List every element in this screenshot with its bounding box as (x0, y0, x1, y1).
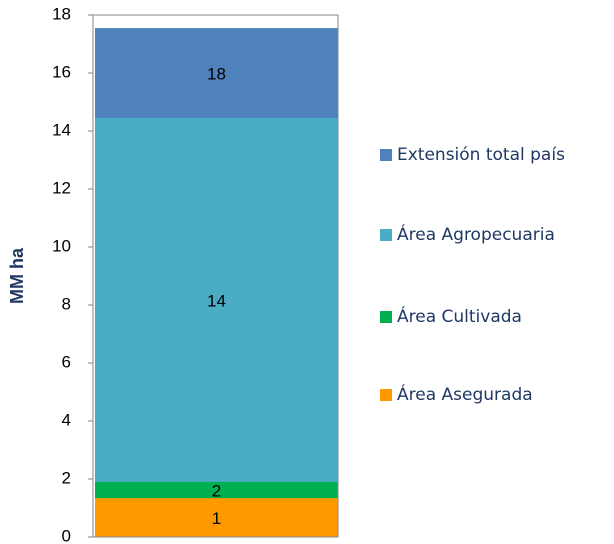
y-tick-label: 4 (62, 410, 71, 429)
legend-swatch (380, 389, 392, 401)
y-tick-label: 0 (62, 526, 71, 544)
legend-swatch (380, 311, 392, 323)
legend-label: Área Agropecuaria (397, 223, 555, 245)
legend-label: Área Asegurada (397, 383, 533, 405)
legend-swatch (380, 229, 392, 241)
data-label: 18 (207, 64, 226, 83)
y-tick-label: 12 (52, 178, 71, 197)
legend-swatch (380, 149, 392, 161)
legend-label: Área Cultivada (397, 305, 522, 327)
y-tick-label: 2 (62, 468, 71, 487)
y-tick-label: 10 (52, 236, 71, 255)
y-tick-label: 16 (52, 62, 71, 81)
bar (95, 498, 338, 537)
legend-label: Extensión total país (397, 145, 565, 165)
y-tick-label: 6 (62, 352, 71, 371)
data-label: 14 (207, 291, 226, 310)
bar (95, 117, 338, 537)
y-axis-label: MM ha (7, 247, 27, 304)
data-label: 2 (212, 482, 221, 501)
y-tick-label: 14 (52, 120, 71, 139)
y-tick-label: 8 (62, 294, 71, 313)
y-tick-label: 18 (52, 4, 71, 23)
data-label: 1 (212, 509, 221, 528)
